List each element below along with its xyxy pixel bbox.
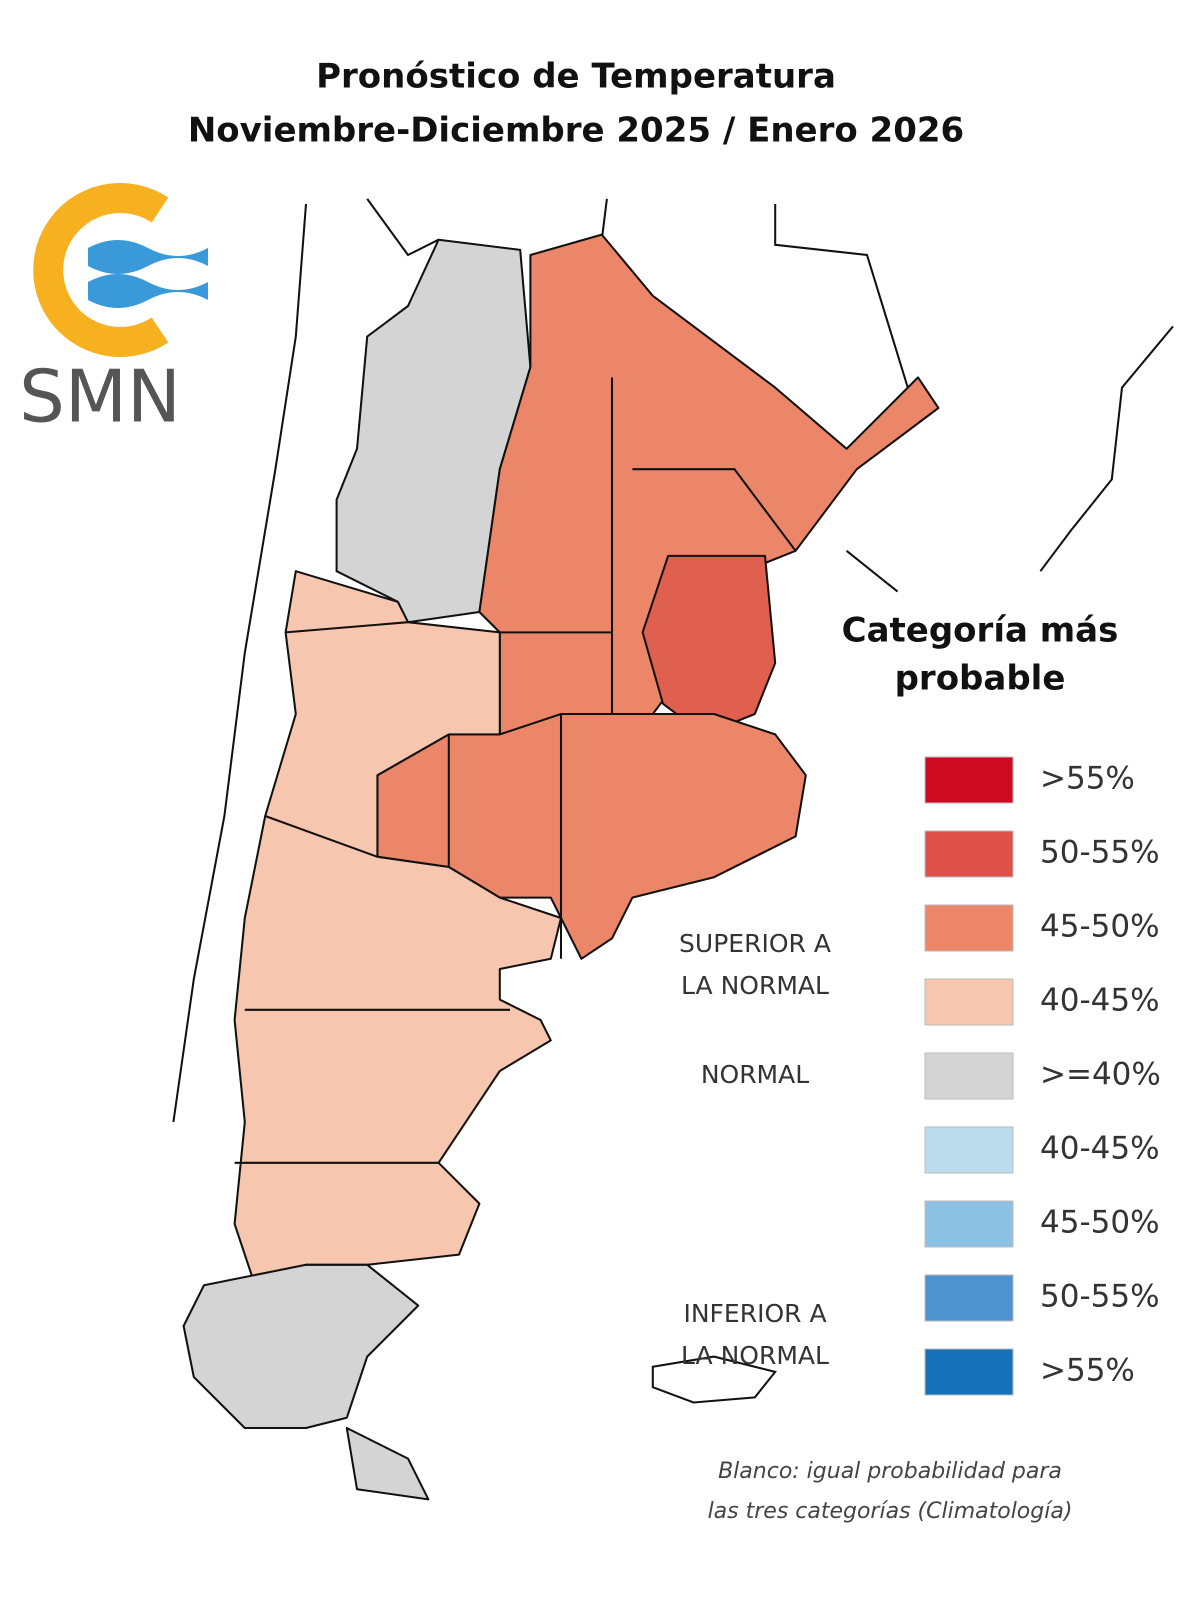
logo-wave <box>88 274 208 308</box>
legend-swatch <box>924 1126 1014 1174</box>
province-border <box>234 377 797 1164</box>
group-label: NORMAL <box>701 1060 809 1089</box>
islands <box>651 1355 777 1404</box>
legend-label: >55% <box>1040 1353 1135 1389</box>
legend-label: >=40% <box>1040 1057 1161 1093</box>
region-mild <box>233 570 563 1287</box>
legend-label: 45-50% <box>1040 1205 1160 1241</box>
region-warm-strong <box>641 554 777 736</box>
legend-label: 50-55% <box>1040 835 1160 871</box>
group-label: INFERIOR A <box>683 1299 826 1328</box>
map <box>172 198 1174 1501</box>
logo-wave <box>88 240 208 274</box>
legend: Categoría más probable <box>842 611 1119 699</box>
legend-title: Categoría más <box>842 611 1119 651</box>
legend-swatch <box>924 1348 1014 1396</box>
region-normal <box>182 1263 420 1430</box>
legend-label: >55% <box>1040 761 1135 797</box>
note: las tres categorías (Climatología) <box>708 1499 1073 1524</box>
legend-swatch <box>924 756 1014 804</box>
neighbor-border <box>366 198 1174 593</box>
group-label: LA NORMAL <box>681 1341 829 1370</box>
group-label: SUPERIOR A <box>679 929 831 958</box>
group-label: LA NORMAL <box>681 971 829 1000</box>
legend-swatch <box>924 978 1014 1026</box>
legend-swatch <box>924 1052 1014 1100</box>
note: Blanco: igual probabilidad para <box>718 1459 1062 1484</box>
legend-swatch <box>924 1274 1014 1322</box>
legend-label: 45-50% <box>1040 909 1160 945</box>
legend-swatch <box>924 830 1014 878</box>
logo-ring <box>33 183 169 357</box>
region-normal <box>345 1426 430 1501</box>
legend-swatch <box>924 1200 1014 1248</box>
legend-swatch <box>924 904 1014 952</box>
legend-label: 40-45% <box>1040 1131 1160 1167</box>
title-line: Noviembre-Diciembre 2025 / Enero 2026 <box>188 111 964 151</box>
logo: SMN <box>19 183 208 439</box>
logo-text: SMN <box>19 355 181 439</box>
legend-label: 50-55% <box>1040 1279 1160 1315</box>
legend-title: probable <box>895 659 1066 699</box>
legend-label: 40-45% <box>1040 983 1160 1019</box>
neighbor-border <box>172 203 308 1123</box>
title-line: Pronóstico de Temperatura <box>316 57 836 97</box>
